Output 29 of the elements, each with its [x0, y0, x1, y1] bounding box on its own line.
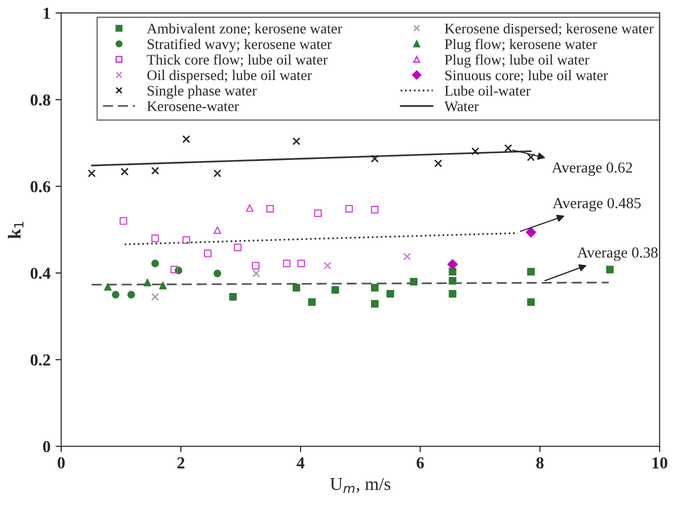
- x-tick-label: 10: [652, 457, 668, 468]
- legend-label: Sinuous core; lube oil water: [445, 70, 608, 82]
- legend-label: Single phase water: [148, 85, 257, 99]
- legend-label: Ambivalent zone; kerosene water: [146, 23, 342, 36]
- x-axis-title: U$_{m}$, m/s: [330, 478, 390, 493]
- y-tick-label: 0.6: [30, 181, 50, 192]
- legend-label: Kerosene-water: [147, 101, 239, 112]
- y-tick-label: 1: [44, 8, 50, 19]
- legend-label: Thick core flow; lube oil water: [146, 54, 328, 67]
- annotation: Average 0.62: [552, 162, 632, 176]
- x-tick-label: 6: [416, 457, 424, 468]
- y-tick-label: 0.8: [30, 94, 50, 106]
- legend-label: Plug flow; kerosene water: [444, 38, 597, 52]
- x-tick-label: 4: [296, 457, 304, 468]
- x-tick-label: 8: [536, 457, 544, 468]
- legend-label: Kerosene dispersed; kerosene water: [444, 23, 654, 36]
- legend-label: Lube oil-water: [444, 85, 531, 96]
- y-tick-label: 0: [43, 441, 50, 452]
- x-tick-label: 0: [58, 457, 65, 468]
- legend-label: Oil dispersed; lube oil water: [147, 70, 312, 84]
- legend-label: Stratified wavy; kerosene water: [148, 38, 332, 52]
- annotation: Average 0.38: [577, 247, 658, 261]
- legend-label: Water: [444, 102, 479, 112]
- x-tick-label: 2: [177, 457, 184, 468]
- legend-label: Plug flow; lube oil water: [444, 54, 590, 68]
- y-tick-label: 0.2: [30, 354, 50, 366]
- y-tick-label: 0.4: [30, 268, 50, 280]
- annotation: Average 0.485: [552, 198, 641, 212]
- y-axis-title: k$_{1}$: [8, 222, 24, 239]
